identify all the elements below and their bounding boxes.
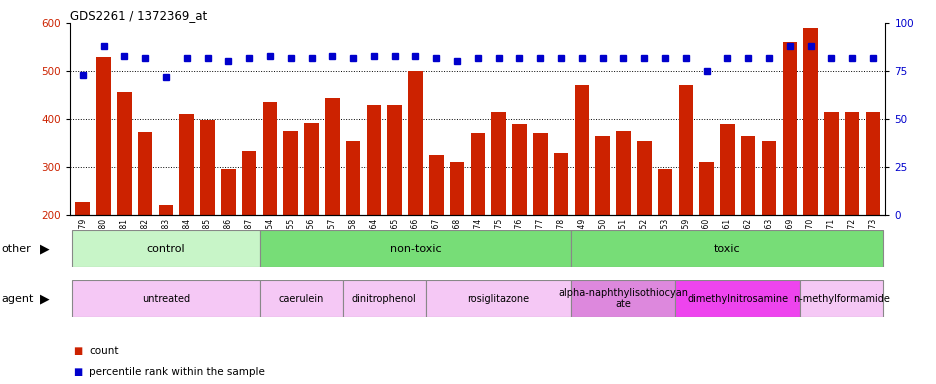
Text: count: count	[89, 346, 118, 356]
Text: agent: agent	[2, 294, 35, 304]
Bar	[799, 280, 883, 317]
Text: other: other	[2, 244, 32, 254]
Text: ■: ■	[73, 367, 82, 377]
Bar	[675, 280, 799, 317]
Bar	[678, 86, 693, 311]
Bar	[138, 132, 153, 311]
Bar	[490, 112, 505, 311]
Bar	[96, 57, 110, 311]
Bar	[533, 134, 547, 311]
Bar	[574, 86, 589, 311]
Bar	[761, 141, 775, 311]
Bar	[426, 280, 571, 317]
Bar	[449, 162, 464, 311]
Bar	[429, 155, 443, 311]
Bar	[387, 104, 402, 311]
Bar	[616, 131, 630, 311]
Bar	[76, 202, 90, 311]
Text: ▶: ▶	[40, 242, 50, 255]
Bar	[283, 131, 298, 311]
Text: rosiglitazone: rosiglitazone	[467, 293, 529, 304]
Bar	[802, 28, 817, 311]
Text: alpha-naphthylisothiocyan
ate: alpha-naphthylisothiocyan ate	[558, 288, 688, 310]
Text: non-toxic: non-toxic	[389, 243, 441, 254]
Text: dinitrophenol: dinitrophenol	[352, 293, 417, 304]
Bar	[72, 230, 259, 267]
Text: control: control	[146, 243, 185, 254]
Text: n-methylformamide: n-methylformamide	[793, 293, 889, 304]
Bar	[200, 120, 214, 311]
Text: GDS2261 / 1372369_at: GDS2261 / 1372369_at	[70, 9, 207, 22]
Bar	[470, 134, 485, 311]
Bar	[343, 280, 426, 317]
Bar	[740, 136, 754, 311]
Bar	[304, 123, 318, 311]
Bar	[698, 162, 713, 311]
Bar	[782, 42, 797, 311]
Bar	[553, 152, 568, 311]
Bar	[594, 136, 609, 311]
Bar	[325, 98, 339, 311]
Text: caerulein: caerulein	[278, 293, 324, 304]
Bar	[571, 230, 883, 267]
Bar	[259, 230, 571, 267]
Bar	[262, 102, 277, 311]
Bar	[844, 112, 858, 311]
Bar	[221, 169, 235, 311]
Text: ▶: ▶	[40, 292, 50, 305]
Bar	[571, 280, 675, 317]
Bar	[259, 280, 343, 317]
Text: dimethylnitrosamine: dimethylnitrosamine	[686, 293, 787, 304]
Bar	[72, 280, 259, 317]
Bar	[720, 124, 734, 311]
Text: untreated: untreated	[141, 293, 190, 304]
Bar	[180, 114, 194, 311]
Text: percentile rank within the sample: percentile rank within the sample	[89, 367, 265, 377]
Bar	[345, 141, 360, 311]
Bar	[824, 112, 838, 311]
Text: toxic: toxic	[713, 243, 740, 254]
Bar	[366, 104, 381, 311]
Bar	[408, 71, 422, 311]
Bar	[512, 124, 526, 311]
Bar	[158, 205, 173, 311]
Bar	[241, 151, 256, 311]
Bar	[117, 92, 131, 311]
Bar	[865, 112, 879, 311]
Bar	[636, 141, 651, 311]
Text: ■: ■	[73, 346, 82, 356]
Bar	[657, 169, 672, 311]
